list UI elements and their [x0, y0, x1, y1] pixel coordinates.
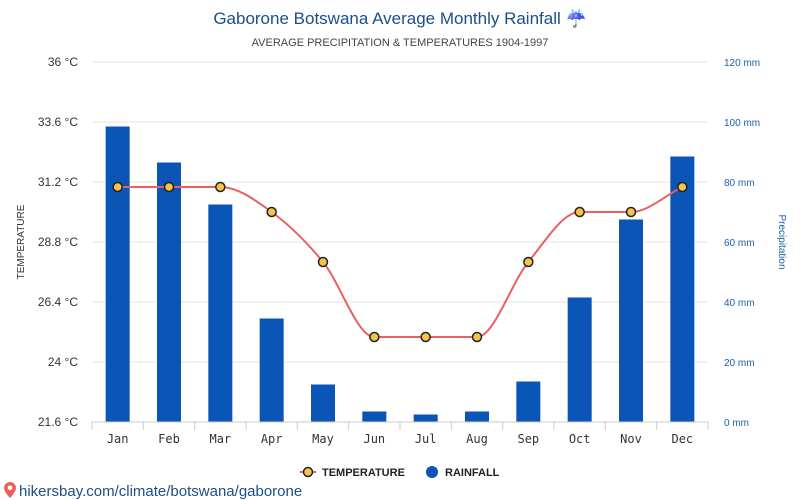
temperature-point — [677, 181, 688, 193]
rainfall-bar — [619, 219, 643, 422]
x-tick-label: Nov — [620, 432, 642, 446]
rainfall-bars — [105, 126, 695, 422]
rainfall-bar — [516, 381, 541, 422]
source-url[interactable]: hikersbay.com/climate/botswana/gaborone — [19, 483, 302, 500]
x-tick-label: Jan — [107, 432, 129, 446]
temperature-point — [625, 206, 637, 218]
left-tick-label: 31.2 °C — [38, 175, 78, 189]
temperature-point — [369, 331, 380, 343]
rainfall-bar — [208, 204, 233, 422]
rainfall-bar — [259, 318, 284, 422]
temperature-point — [215, 181, 226, 193]
right-axis-title: Precipitation — [776, 214, 787, 269]
x-tick-label: May — [312, 432, 334, 446]
left-tick-label: 36 °C — [48, 55, 78, 69]
temperature-point — [574, 206, 585, 218]
legend: TEMPERATURE RAINFALL — [300, 466, 500, 479]
gridlines — [92, 61, 708, 423]
rainfall-bar — [157, 162, 181, 422]
x-tick-label: Jul — [415, 432, 437, 446]
temperature-point — [420, 331, 431, 343]
right-tick-label: 80 mm — [724, 178, 755, 189]
left-tick-label: 33.6 °C — [38, 115, 78, 129]
right-tick-label: 120 mm — [724, 58, 760, 69]
temperature-point — [112, 181, 123, 193]
legend-rainfall-marker — [426, 466, 438, 478]
x-tick-label: Dec — [671, 432, 693, 446]
legend-item-rainfall[interactable]: RAINFALL — [426, 466, 500, 479]
x-tick-label: Apr — [261, 432, 283, 446]
rainfall-bar — [311, 384, 335, 422]
source-link[interactable]: hikersbay.com/climate/botswana/gaborone — [4, 482, 302, 500]
left-tick-label: 24 °C — [48, 355, 78, 369]
rainfall-bar — [465, 411, 489, 422]
chart-subtitle: AVERAGE PRECIPITATION & TEMPERATURES 190… — [252, 37, 549, 49]
right-tick-label: 0 mm — [724, 418, 749, 429]
left-tick-label: 28.8 °C — [38, 235, 78, 249]
rainfall-bar — [413, 414, 438, 422]
x-tick-label: Jun — [363, 432, 385, 446]
left-tick-label: 21.6 °C — [38, 415, 78, 429]
temperature-point — [163, 181, 175, 193]
chart-title: Gaborone Botswana Average Monthly Rainfa… — [213, 8, 586, 28]
left-axis-title: TEMPERATURE — [16, 204, 27, 279]
right-tick-label: 40 mm — [724, 298, 755, 309]
right-tick-label: 100 mm — [724, 118, 760, 129]
x-tick-label: Sep — [517, 432, 539, 446]
x-tick-label: Aug — [466, 432, 488, 446]
temperature-point — [471, 331, 483, 343]
x-tick-label: Feb — [158, 432, 180, 446]
legend-temperature-label: TEMPERATURE — [322, 467, 405, 479]
rainfall-bar — [105, 126, 130, 422]
temperature-curve — [117, 186, 683, 339]
legend-temperature-marker — [302, 466, 314, 478]
temperature-point — [266, 206, 277, 218]
rainfall-bar — [567, 297, 592, 422]
right-tick-label: 20 mm — [724, 358, 755, 369]
temperature-point — [317, 256, 329, 268]
rainfall-bar — [362, 411, 387, 422]
x-tick-label: Mar — [209, 432, 231, 446]
left-tick-label: 26.4 °C — [38, 295, 78, 309]
right-tick-label: 60 mm — [724, 238, 755, 249]
x-axis: Jan Feb Mar Apr May Jun Jul Aug Sep Oct Nov Dec — [91, 421, 709, 446]
x-tick-label: Oct — [569, 432, 591, 446]
legend-rainfall-label: RAINFALL — [445, 467, 500, 479]
map-pin-icon — [4, 482, 16, 498]
temperature-point — [523, 256, 534, 268]
right-axis-ticks: 0 mm 20 mm 40 mm 60 mm 80 mm 100 mm 120 mm — [724, 58, 760, 429]
temperature-line — [112, 181, 688, 343]
left-axis-ticks: 21.6 °C 24 °C 26.4 °C 28.8 °C 31.2 °C 33.6 °C… — [38, 55, 78, 429]
rainfall-bar — [670, 156, 695, 422]
legend-item-temperature[interactable]: TEMPERATURE — [300, 466, 405, 479]
